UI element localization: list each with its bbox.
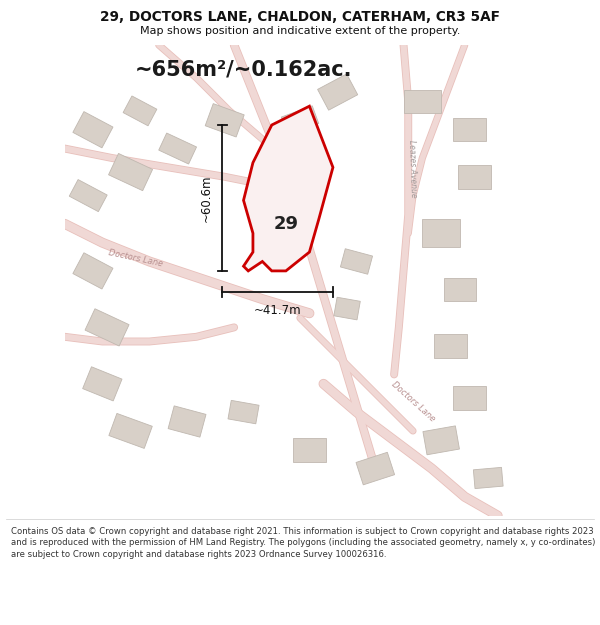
Polygon shape bbox=[422, 219, 460, 248]
Polygon shape bbox=[205, 104, 244, 137]
Polygon shape bbox=[340, 249, 373, 274]
Polygon shape bbox=[423, 426, 460, 455]
Polygon shape bbox=[453, 386, 486, 410]
Polygon shape bbox=[334, 298, 360, 320]
Polygon shape bbox=[434, 334, 467, 358]
Polygon shape bbox=[168, 406, 206, 437]
Text: ~656m²/~0.162ac.: ~656m²/~0.162ac. bbox=[135, 59, 352, 79]
Text: 29, DOCTORS LANE, CHALDON, CATERHAM, CR3 5AF: 29, DOCTORS LANE, CHALDON, CATERHAM, CR3… bbox=[100, 10, 500, 24]
Polygon shape bbox=[317, 74, 358, 110]
Polygon shape bbox=[85, 309, 129, 346]
Polygon shape bbox=[443, 278, 476, 301]
Text: Contains OS data © Crown copyright and database right 2021. This information is : Contains OS data © Crown copyright and d… bbox=[11, 526, 595, 559]
Polygon shape bbox=[473, 468, 503, 489]
Polygon shape bbox=[281, 106, 319, 135]
Text: Map shows position and indicative extent of the property.: Map shows position and indicative extent… bbox=[140, 26, 460, 36]
Polygon shape bbox=[356, 452, 395, 485]
Text: Doctors Lane: Doctors Lane bbox=[107, 248, 163, 268]
Polygon shape bbox=[244, 106, 333, 271]
Polygon shape bbox=[453, 118, 486, 141]
Text: Leazes Avenue: Leazes Avenue bbox=[407, 139, 418, 198]
Text: ~41.7m: ~41.7m bbox=[254, 304, 301, 317]
Polygon shape bbox=[109, 413, 152, 448]
Polygon shape bbox=[73, 253, 113, 289]
Polygon shape bbox=[293, 438, 326, 461]
Polygon shape bbox=[73, 112, 113, 148]
Polygon shape bbox=[159, 133, 197, 164]
Text: 29: 29 bbox=[274, 215, 298, 233]
Text: ~60.6m: ~60.6m bbox=[200, 174, 213, 222]
Polygon shape bbox=[69, 179, 107, 212]
Polygon shape bbox=[404, 90, 441, 113]
Polygon shape bbox=[458, 165, 491, 189]
Polygon shape bbox=[109, 154, 152, 191]
Polygon shape bbox=[83, 367, 122, 401]
Text: Doctors Lane: Doctors Lane bbox=[389, 380, 436, 424]
Polygon shape bbox=[123, 96, 157, 126]
Polygon shape bbox=[228, 401, 259, 424]
